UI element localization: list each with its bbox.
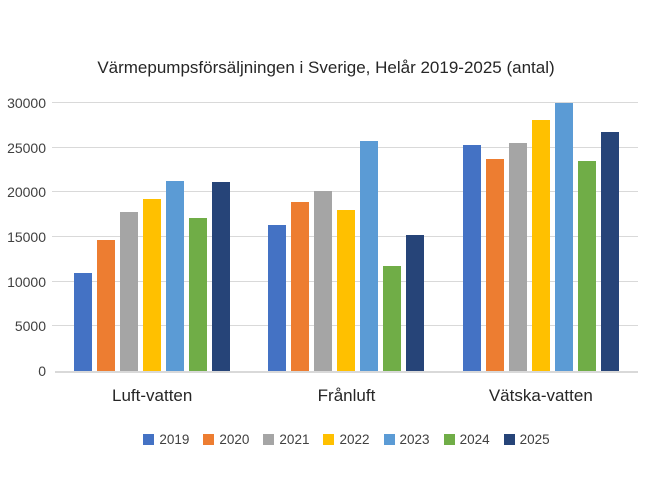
y-tick-label: 0	[38, 363, 46, 379]
y-tick-label: 30000	[7, 95, 46, 111]
legend-swatch-icon	[143, 434, 155, 445]
bar-2019	[268, 225, 287, 371]
y-tick-label: 25000	[7, 139, 46, 156]
bar-2025	[600, 132, 619, 371]
legend-item-2025: 2025	[503, 432, 550, 447]
bar-2020	[291, 202, 310, 371]
bar-2025	[212, 181, 231, 371]
legend: 2019 2020 2021 2022 2023 2024 2025	[55, 432, 638, 447]
legend-label: 2025	[519, 432, 550, 447]
legend-label: 2023	[399, 432, 430, 447]
legend-label: 2019	[159, 432, 190, 447]
gridline	[52, 146, 638, 148]
legend-swatch-icon	[323, 434, 335, 445]
legend-item-2023: 2023	[383, 432, 430, 447]
chart-title: Värmepumpsförsäljningen i Sverige, Helår…	[97, 58, 555, 77]
bar-group-2	[249, 103, 443, 371]
legend-swatch-icon	[503, 434, 515, 445]
bar-2024	[383, 265, 402, 371]
y-tick-label: 5000	[14, 318, 46, 335]
legend-label: 2022	[339, 432, 370, 447]
bar-2023	[166, 180, 185, 371]
bar-2025	[406, 235, 425, 371]
bar-2020	[97, 239, 116, 371]
bar-2024	[577, 161, 596, 371]
y-tick-label: 10000	[7, 273, 46, 290]
bar-2024	[189, 218, 208, 371]
category-label: Luft-vatten	[112, 386, 193, 405]
legend-label: 2020	[219, 432, 250, 447]
bar-group-1	[55, 103, 249, 371]
bar-2019	[462, 145, 481, 371]
category-label: Vätska-vatten	[488, 386, 593, 405]
bar-2020	[485, 159, 504, 371]
legend-item-2022: 2022	[323, 432, 370, 447]
bar-2021	[314, 191, 333, 371]
y-tick-label: 20000	[7, 184, 46, 201]
legend-item-2020: 2020	[203, 432, 249, 447]
x-axis-labels: Luft-vatten Frånluft Vätska-vatten	[55, 386, 638, 406]
legend-item-2024: 2024	[443, 432, 490, 447]
bar-2022	[337, 210, 356, 371]
y-axis: 0 5000 10000 15000 20000 25000 30000	[0, 95, 46, 379]
legend-item-2019: 2019	[143, 432, 189, 447]
legend-swatch-icon	[443, 434, 455, 445]
legend-label: 2024	[459, 432, 490, 447]
gridline	[52, 102, 638, 103]
category-label: Frånluft	[317, 386, 376, 405]
bar-2023	[360, 140, 379, 371]
plot-area	[52, 102, 638, 373]
y-tick-label: 15000	[7, 229, 46, 245]
legend-swatch-icon	[203, 434, 215, 445]
legend-swatch-icon	[263, 434, 275, 445]
legend-swatch-icon	[383, 434, 395, 445]
bar-2022	[143, 199, 162, 371]
bar-2021	[120, 212, 139, 371]
gridline	[52, 191, 638, 193]
bar-2023	[554, 103, 573, 371]
legend-item-2021: 2021	[263, 432, 309, 447]
bar-2019	[74, 272, 93, 371]
legend-label: 2021	[279, 432, 310, 447]
bar-2021	[508, 143, 527, 371]
bar-2022	[531, 119, 550, 371]
bar-group-3	[444, 103, 638, 371]
